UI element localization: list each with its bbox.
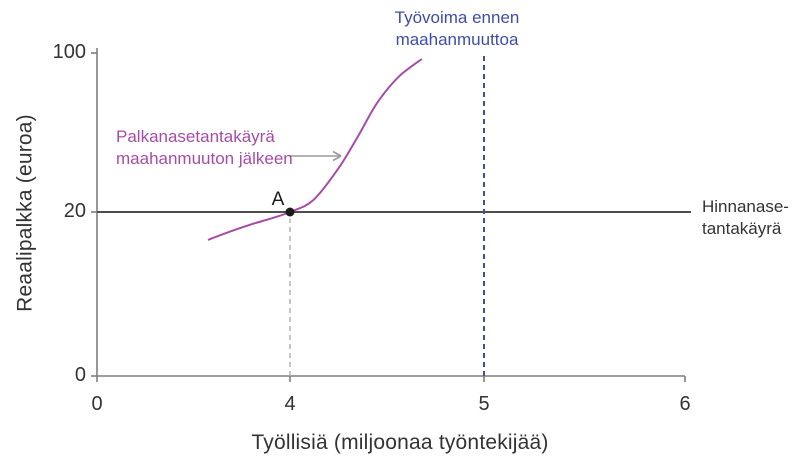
point-a-label: A	[271, 188, 285, 210]
annotation-arrow-head	[332, 150, 342, 157]
wage-curve-annotation: Palkanasetantakäyrä maahanmuuton jälkeen	[116, 127, 293, 168]
x-tick-label-6: 6	[679, 393, 691, 415]
x-axis-title: Työllisiä (miljoonaa työntekijää)	[251, 431, 549, 454]
wage-setting-curve	[207, 58, 423, 241]
y-tick-label-20: 20	[63, 200, 86, 223]
price-curve-annotation: Hinnanase- tantakäyrä	[702, 197, 789, 238]
point-a-dot	[285, 207, 295, 217]
x-tick-label-5: 5	[478, 393, 490, 415]
x-tick-label-0: 0	[91, 393, 103, 415]
y-tick-label-100: 100	[52, 41, 86, 64]
labor-force-annotation: Työvoima ennen maahanmuuttoa	[394, 8, 520, 49]
annotation-arrow-head	[332, 155, 342, 162]
y-tick-label-0: 0	[74, 364, 86, 387]
x-tick-label-4: 4	[284, 393, 296, 415]
